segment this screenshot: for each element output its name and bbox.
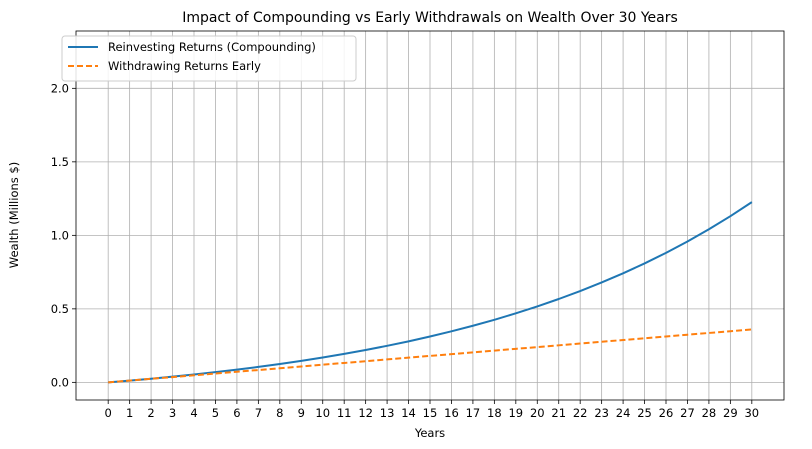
x-tick-label: 3	[169, 406, 176, 420]
x-tick-label: 21	[551, 406, 566, 420]
legend-label-0: Reinvesting Returns (Compounding)	[108, 40, 316, 54]
y-tick-label: 0.0	[51, 375, 69, 389]
x-tick-label: 10	[315, 406, 330, 420]
x-tick-label: 5	[212, 406, 219, 420]
x-tick-label: 17	[466, 406, 481, 420]
x-tick-label: 7	[255, 406, 262, 420]
x-tick-label: 22	[573, 406, 588, 420]
x-tick-label: 11	[337, 406, 352, 420]
series-line-0	[108, 201, 753, 384]
x-tick-label: 23	[594, 406, 609, 420]
x-tick-label: 14	[401, 406, 416, 420]
legend-box	[61, 35, 357, 82]
x-tick-label: 12	[358, 406, 373, 420]
x-tick-label: 24	[616, 406, 631, 420]
x-tick-label: 2	[147, 406, 154, 420]
x-ticks: 0 1 2 3 4 5 6 7 8 9 10 11 12 13 14 15 16 17 18 19 20 21 22 23 24…	[105, 400, 759, 420]
x-tick-label: 20	[530, 406, 545, 420]
y-ticks: 0.0 0.5 1.0 1.5 2.0	[51, 81, 76, 389]
x-axis-label: Years	[414, 426, 445, 440]
legend-label-1: Withdrawing Returns Early	[108, 59, 261, 73]
x-tick-label: 16	[444, 406, 459, 420]
x-tick-label: 26	[659, 406, 674, 420]
y-tick-label: 1.0	[51, 228, 69, 242]
x-tick-label: 18	[487, 406, 502, 420]
y-axis-label: Wealth (Millions $)	[7, 162, 21, 268]
series-lines	[108, 201, 753, 384]
x-tick-label: 27	[680, 406, 695, 420]
x-tick-label: 4	[190, 406, 197, 420]
x-tick-label: 19	[508, 406, 523, 420]
x-tick-label: 6	[233, 406, 240, 420]
x-tick-label: 15	[423, 406, 438, 420]
x-tick-label: 13	[380, 406, 395, 420]
legend: Reinvesting Returns (Compounding) Withdra…	[61, 35, 357, 82]
y-tick-label: 2.0	[51, 81, 69, 95]
y-tick-label: 1.5	[51, 155, 69, 169]
x-tick-label: 25	[637, 406, 652, 420]
grid	[76, 31, 784, 400]
y-tick-label: 0.5	[51, 302, 69, 316]
x-tick-label: 28	[702, 406, 717, 420]
chart-title: Impact of Compounding vs Early Withdrawa…	[182, 10, 678, 26]
x-tick-label: 0	[105, 406, 112, 420]
x-tick-label: 30	[744, 406, 759, 420]
x-tick-label: 1	[126, 406, 133, 420]
x-tick-label: 9	[298, 406, 305, 420]
x-tick-label: 8	[276, 406, 283, 420]
x-tick-label: 29	[723, 406, 738, 420]
